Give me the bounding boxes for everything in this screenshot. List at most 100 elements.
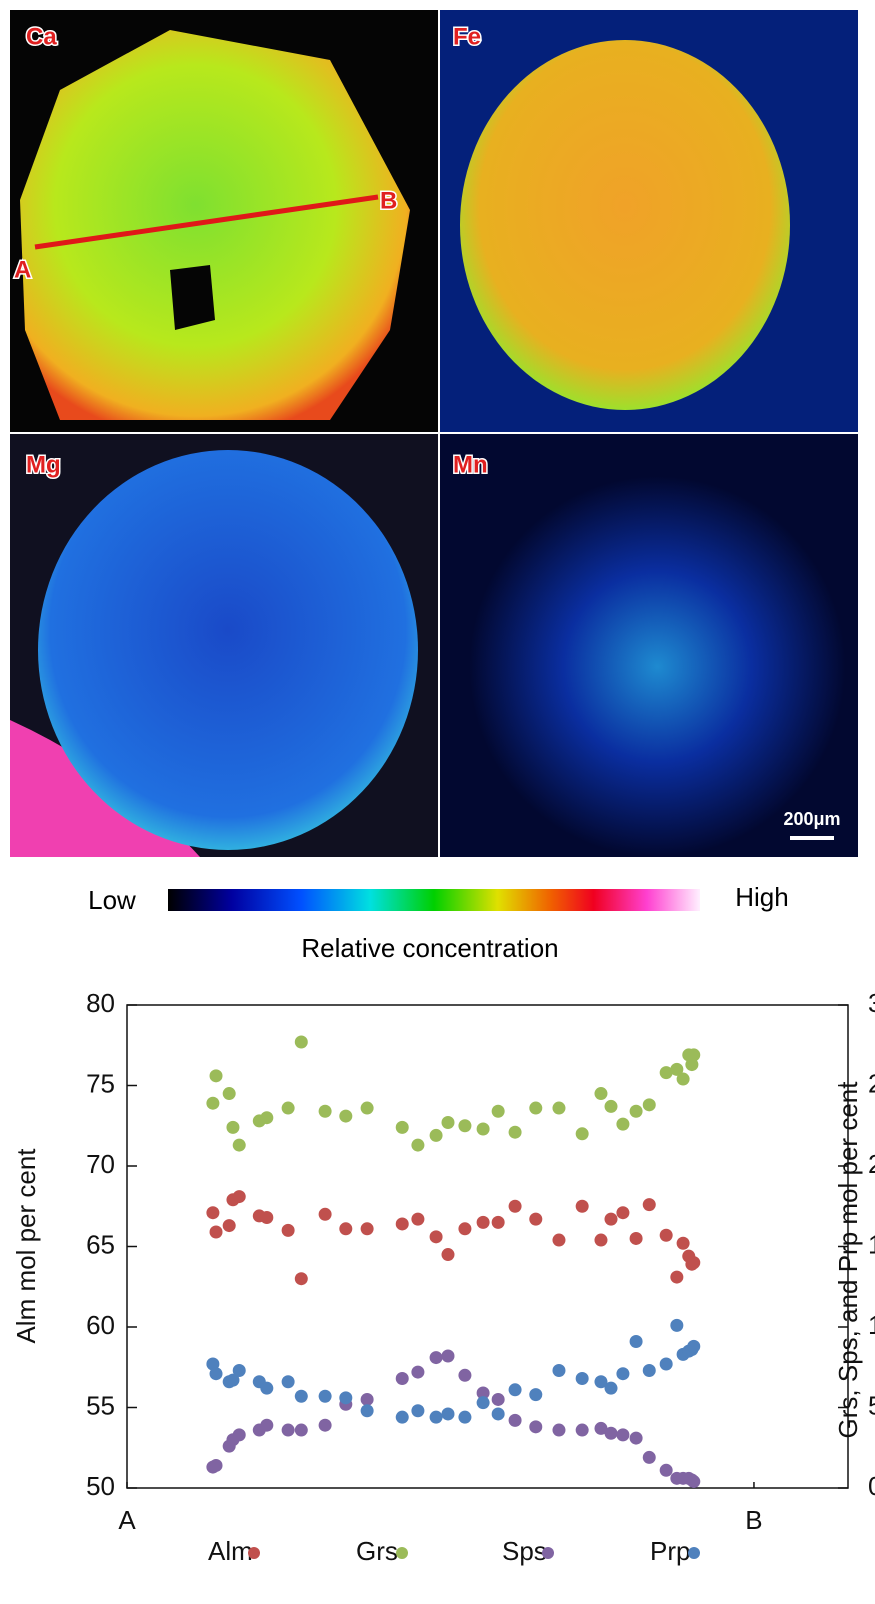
data-point — [629, 1334, 643, 1348]
data-point — [458, 1119, 472, 1133]
data-point — [429, 1410, 443, 1424]
data-point — [659, 1463, 673, 1477]
fe-garnet — [460, 40, 790, 410]
data-point — [209, 1225, 223, 1239]
profile-start: A — [14, 256, 31, 283]
legend-marker — [248, 1547, 260, 1559]
panel-label: Ca — [26, 23, 57, 50]
data-point — [629, 1431, 643, 1445]
data-point — [395, 1120, 409, 1134]
legend-label: Prp — [650, 1536, 690, 1566]
ca-garnet — [20, 30, 410, 420]
data-point — [529, 1388, 543, 1402]
y-tick-label: 75 — [86, 1068, 115, 1098]
y2-tick-label: 0 — [868, 1471, 875, 1501]
data-point — [476, 1396, 490, 1410]
data-point — [508, 1383, 522, 1397]
data-point — [659, 1066, 673, 1080]
data-point — [441, 1349, 455, 1363]
data-point — [206, 1206, 220, 1220]
data-point — [687, 1048, 701, 1062]
data-point — [260, 1111, 274, 1125]
data-point — [552, 1233, 566, 1247]
data-point — [491, 1407, 505, 1421]
data-point — [529, 1212, 543, 1226]
data-point — [318, 1207, 332, 1221]
data-point — [508, 1125, 522, 1139]
panel-label: Fe — [453, 23, 481, 50]
y-tick-label: 70 — [86, 1149, 115, 1179]
data-point — [232, 1190, 246, 1204]
data-point — [458, 1410, 472, 1424]
y2-tick-label: 5 — [868, 1390, 875, 1420]
data-point — [441, 1248, 455, 1262]
y2-tick-label: 15 — [868, 1229, 875, 1259]
data-point — [226, 1120, 240, 1134]
profile-line — [34, 194, 379, 250]
data-point — [659, 1228, 673, 1242]
data-point — [604, 1099, 618, 1113]
data-point — [281, 1423, 295, 1437]
data-point — [226, 1373, 240, 1387]
data-point — [508, 1199, 522, 1213]
data-point — [281, 1223, 295, 1237]
data-point — [529, 1101, 543, 1115]
data-point — [575, 1423, 589, 1437]
data-point — [629, 1231, 643, 1245]
y-tick-label: 50 — [86, 1471, 115, 1501]
y-tick-label: 65 — [86, 1229, 115, 1259]
y-tick-label: 80 — [86, 988, 115, 1018]
data-point — [575, 1127, 589, 1141]
data-point — [395, 1372, 409, 1386]
data-point — [616, 1367, 630, 1381]
profile-end: B — [380, 187, 397, 214]
data-point — [687, 1475, 701, 1489]
data-point — [339, 1222, 353, 1236]
element-maps: 200μm Ca Fe Mg Mn A B — [10, 10, 858, 857]
data-point — [594, 1233, 608, 1247]
data-point — [604, 1212, 618, 1226]
panel-label: Mn — [453, 451, 488, 478]
mn-map — [440, 434, 858, 857]
colorbar-ramp — [168, 889, 700, 911]
legend-marker — [396, 1547, 408, 1559]
data-point — [360, 1222, 374, 1236]
data-point — [685, 1058, 699, 1072]
y-tick-label: 60 — [86, 1310, 115, 1340]
data-point — [411, 1212, 425, 1226]
data-point — [411, 1404, 425, 1418]
data-point — [642, 1450, 656, 1464]
data-point — [209, 1458, 223, 1472]
data-point — [616, 1117, 630, 1131]
data-point — [441, 1407, 455, 1421]
data-point — [687, 1256, 701, 1270]
data-point — [360, 1101, 374, 1115]
scale-bar-label: 200μm — [783, 809, 840, 829]
y-tick-label: 55 — [86, 1390, 115, 1420]
data-point — [458, 1222, 472, 1236]
data-point — [616, 1206, 630, 1220]
colorbar-caption: Relative concentration — [301, 933, 558, 963]
ca-inclusion — [170, 265, 215, 330]
legend-marker — [688, 1547, 700, 1559]
x-tick-label: A — [118, 1505, 136, 1535]
data-point — [491, 1215, 505, 1229]
data-point — [318, 1104, 332, 1118]
data-point — [676, 1236, 690, 1250]
data-point — [209, 1367, 223, 1381]
data-point — [604, 1381, 618, 1395]
data-point — [629, 1104, 643, 1118]
data-point — [206, 1096, 220, 1110]
data-point — [339, 1391, 353, 1405]
data-point — [642, 1363, 656, 1377]
data-point — [209, 1069, 223, 1083]
data-point — [642, 1198, 656, 1212]
colorbar: Low High Relative concentration — [88, 882, 789, 963]
data-point — [429, 1351, 443, 1365]
data-point — [508, 1413, 522, 1427]
data-point — [552, 1101, 566, 1115]
data-point — [429, 1230, 443, 1244]
data-point — [222, 1219, 236, 1233]
legend-label: Grs — [356, 1536, 398, 1566]
